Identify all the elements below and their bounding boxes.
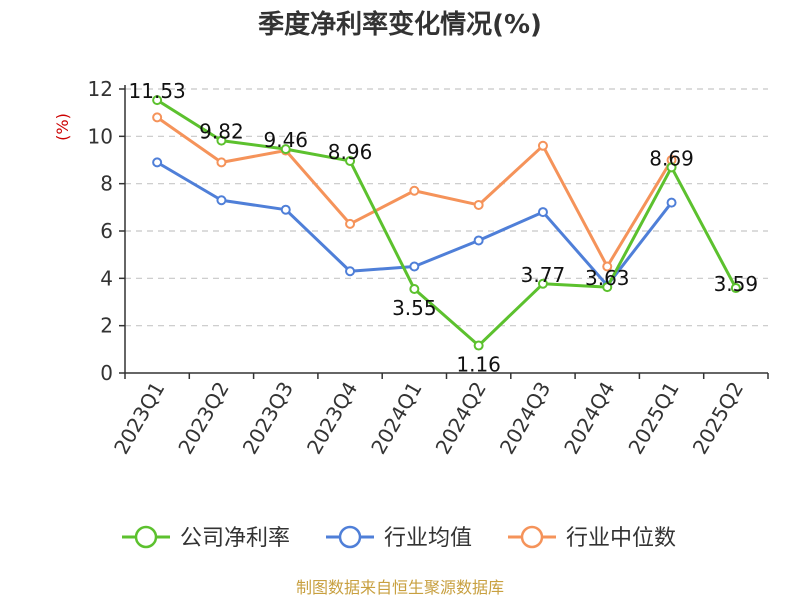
data-point[interactable]	[473, 340, 484, 351]
chart-title: 季度净利率变化情况(%)	[258, 9, 542, 40]
x-tick-label: 2023Q1	[109, 378, 169, 459]
x-tick-label: 2023Q3	[238, 378, 298, 459]
data-point[interactable]	[666, 162, 677, 173]
data-label: 11.53	[129, 79, 186, 103]
x-tick-label: 2024Q4	[559, 378, 619, 459]
legend-marker	[520, 525, 544, 549]
data-point[interactable]	[666, 197, 677, 208]
data-point[interactable]	[216, 195, 227, 206]
y-tick-label: 6	[100, 219, 113, 243]
y-tick-label: 12	[88, 77, 113, 101]
data-point[interactable]	[602, 282, 613, 293]
legend-label: 行业均值	[384, 526, 472, 551]
data-labels: 11.53 9.82 9.46 8.96 3.55 1.16 3.77 3.63 8.69 3.5…	[129, 79, 759, 376]
data-label: 3.77	[521, 263, 566, 287]
data-point[interactable]	[216, 157, 227, 168]
x-tick-label: 2024Q3	[495, 378, 555, 459]
y-tick-label: 10	[88, 124, 113, 148]
data-label: 1.16	[456, 353, 501, 377]
legend-marker	[134, 525, 158, 549]
data-point[interactable]	[345, 218, 356, 229]
data-point[interactable]	[730, 283, 741, 294]
series-0	[152, 95, 741, 351]
legend[interactable]: 公司净利率 行业均值 行业中位数	[122, 525, 676, 551]
data-point[interactable]	[345, 155, 356, 166]
x-tick-label: 2024Q1	[366, 378, 426, 459]
data-point[interactable]	[537, 140, 548, 151]
legend-label: 公司净利率	[180, 526, 290, 551]
data-point[interactable]	[473, 199, 484, 210]
x-tick-label: 2023Q4	[302, 378, 362, 459]
data-point[interactable]	[409, 283, 420, 294]
legend-item-2[interactable]: 行业中位数	[508, 525, 676, 551]
legend-item-1[interactable]: 行业均值	[326, 525, 472, 551]
grid	[125, 88, 768, 327]
y-tick-label: 0	[100, 361, 113, 385]
data-label: 3.59	[714, 272, 759, 296]
series-layer	[152, 95, 741, 351]
data-label: 9.82	[199, 120, 244, 144]
data-point[interactable]	[280, 204, 291, 215]
y-tick-label: 2	[100, 314, 113, 338]
x-tick-label: 2024Q2	[431, 378, 491, 459]
legend-marker	[338, 525, 362, 549]
x-tick-label: 2025Q1	[623, 378, 683, 459]
data-point[interactable]	[280, 144, 291, 155]
data-point[interactable]	[537, 207, 548, 218]
data-label: 3.55	[392, 296, 437, 320]
data-point[interactable]	[345, 266, 356, 277]
data-point[interactable]	[409, 261, 420, 272]
legend-item-0[interactable]: 公司净利率	[122, 525, 290, 551]
data-point[interactable]	[473, 235, 484, 246]
x-tick-label: 2025Q2	[688, 378, 748, 459]
y-axis-label: (%)	[53, 113, 72, 141]
y-tick-label: 8	[100, 172, 113, 196]
data-label: 8.69	[649, 146, 694, 170]
legend-label: 行业中位数	[566, 526, 676, 551]
data-point[interactable]	[152, 157, 163, 168]
data-label: 9.46	[263, 128, 308, 152]
x-tick-label: 2023Q2	[173, 378, 233, 459]
data-label: 3.63	[585, 266, 630, 290]
data-point[interactable]	[537, 278, 548, 289]
source-note: 制图数据来自恒生聚源数据库	[296, 578, 504, 597]
data-point[interactable]	[409, 185, 420, 196]
data-point[interactable]	[152, 112, 163, 123]
y-tick-label: 4	[100, 266, 113, 290]
series-line	[156, 98, 738, 348]
data-label: 8.96	[328, 140, 373, 164]
data-point[interactable]	[602, 261, 613, 272]
data-point[interactable]	[152, 95, 163, 106]
data-point[interactable]	[216, 135, 227, 146]
